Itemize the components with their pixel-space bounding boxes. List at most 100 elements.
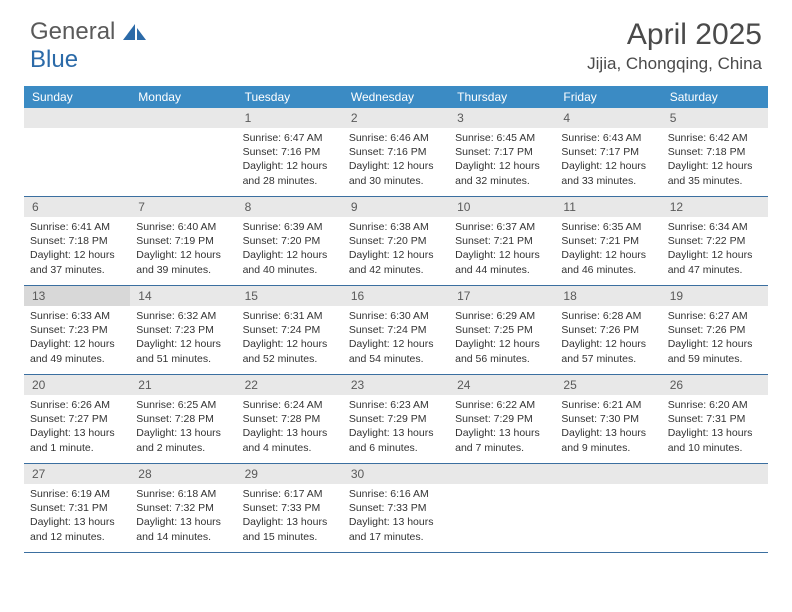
sunset-line: Sunset: 7:16 PM — [243, 146, 321, 158]
day-data: Sunrise: 6:16 AMSunset: 7:33 PMDaylight:… — [343, 484, 449, 548]
sunrise-line: Sunrise: 6:31 AM — [243, 310, 323, 322]
day-number — [24, 108, 130, 128]
sunset-line: Sunset: 7:25 PM — [455, 324, 533, 336]
day-number: 15 — [237, 286, 343, 306]
month-title: April 2025 — [587, 18, 762, 52]
day-cell — [555, 464, 661, 552]
day-cell: 22Sunrise: 6:24 AMSunset: 7:28 PMDayligh… — [237, 375, 343, 463]
day-data: Sunrise: 6:29 AM Sunset: 7:25 PM Daylight:… — [449, 306, 555, 370]
week-row: 1Sunrise: 6:47 AMSunset: 7:16 PMDaylight… — [24, 108, 768, 197]
sunrise-line: Sunrise: 6:38 AM — [349, 221, 429, 233]
day-cell: 24Sunrise: 6:22 AMSunset: 7:29 PMDayligh… — [449, 375, 555, 463]
day-cell: 27Sunrise: 6:19 AMSunset: 7:31 PMDayligh… — [24, 464, 130, 552]
weekday-header: Tuesday — [237, 86, 343, 108]
daylight-line: Daylight: 12 hours and 33 minutes. — [561, 160, 646, 186]
sunrise-line: Sunrise: 6:39 AM — [243, 221, 323, 233]
week-row: 27Sunrise: 6:19 AMSunset: 7:31 PMDayligh… — [24, 464, 768, 553]
daylight-line: Daylight: 12 hours and 52 minutes. — [243, 338, 328, 364]
weekday-header: Thursday — [449, 86, 555, 108]
day-number: 11 — [555, 197, 661, 217]
day-number: 12 — [662, 197, 768, 217]
sail-icon — [119, 18, 148, 46]
day-data: Sunrise: 6:20 AMSunset: 7:31 PMDaylight:… — [662, 395, 768, 459]
calendar: SundayMondayTuesdayWednesdayThursdayFrid… — [24, 86, 768, 553]
weekday-header: Friday — [555, 86, 661, 108]
day-cell: 5Sunrise: 6:42 AMSunset: 7:18 PMDaylight… — [662, 108, 768, 196]
daylight-line: Daylight: 12 hours and 57 minutes. — [561, 338, 646, 364]
day-number: 13 — [24, 286, 130, 306]
daylight-line: Daylight: 12 hours and 56 minutes. — [455, 338, 540, 364]
sunset-line: Sunset: 7:26 PM — [668, 324, 746, 336]
sunset-line: Sunset: 7:24 PM — [349, 324, 427, 336]
daylight-line: Daylight: 13 hours and 1 minute. — [30, 427, 115, 453]
daylight-line: Daylight: 12 hours and 46 minutes. — [561, 249, 646, 275]
day-cell: 14Sunrise: 6:32 AMSunset: 7:23 PMDayligh… — [130, 286, 236, 374]
day-number: 19 — [662, 286, 768, 306]
sunrise-line: Sunrise: 6:26 AM — [30, 399, 110, 411]
day-data: Sunrise: 6:18 AMSunset: 7:32 PMDaylight:… — [130, 484, 236, 548]
sunrise-line: Sunrise: 6:17 AM — [243, 488, 323, 500]
daylight-line: Daylight: 13 hours and 7 minutes. — [455, 427, 540, 453]
sunset-line: Sunset: 7:29 PM — [349, 413, 427, 425]
sunset-line: Sunset: 7:29 PM — [455, 413, 533, 425]
sunrise-line: Sunrise: 6:34 AM — [668, 221, 748, 233]
sunset-line: Sunset: 7:26 PM — [561, 324, 639, 336]
day-data: Sunrise: 6:41 AMSunset: 7:18 PMDaylight:… — [24, 217, 130, 281]
day-cell: 19Sunrise: 6:27 AMSunset: 7:26 PMDayligh… — [662, 286, 768, 374]
sunrise-line: Sunrise: 6:29 AM — [455, 310, 535, 322]
day-data: Sunrise: 6:21 AM Sunset: 7:30 PM Daylight:… — [555, 395, 661, 459]
day-number: 3 — [449, 108, 555, 128]
sunrise-line: Sunrise: 6:25 AM — [136, 399, 216, 411]
sunrise-line: Sunrise: 6:28 AM — [561, 310, 641, 322]
day-cell: 23Sunrise: 6:23 AMSunset: 7:29 PMDayligh… — [343, 375, 449, 463]
sunrise-line: Sunrise: 6:43 AM — [561, 132, 641, 144]
day-data: Sunrise: 6:22 AM Sunset: 7:29 PM Daylight:… — [449, 395, 555, 459]
day-data: Sunrise: 6:34 AMSunset: 7:22 PMDaylight:… — [662, 217, 768, 281]
day-cell: 18Sunrise: 6:28 AMSunset: 7:26 PMDayligh… — [555, 286, 661, 374]
sunrise-line: Sunrise: 6:16 AM — [349, 488, 429, 500]
daylight-line: Daylight: 12 hours and 59 minutes. — [668, 338, 753, 364]
day-cell: 26Sunrise: 6:20 AMSunset: 7:31 PMDayligh… — [662, 375, 768, 463]
daylight-line: Daylight: 13 hours and 2 minutes. — [136, 427, 221, 453]
day-cell: 15Sunrise: 6:31 AMSunset: 7:24 PMDayligh… — [237, 286, 343, 374]
sunset-line: Sunset: 7:31 PM — [30, 502, 108, 514]
day-number: 14 — [130, 286, 236, 306]
day-data: Sunrise: 6:32 AMSunset: 7:23 PMDaylight:… — [130, 306, 236, 370]
day-data: Sunrise: 6:19 AMSunset: 7:31 PMDaylight:… — [24, 484, 130, 548]
location: Jijia, Chongqing, China — [587, 54, 762, 74]
sunset-line: Sunset: 7:28 PM — [243, 413, 321, 425]
day-data: Sunrise: 6:27 AMSunset: 7:26 PMDaylight:… — [662, 306, 768, 370]
day-number: 9 — [343, 197, 449, 217]
sunrise-line: Sunrise: 6:37 AM — [455, 221, 535, 233]
day-cell: 9Sunrise: 6:38 AMSunset: 7:20 PMDaylight… — [343, 197, 449, 285]
day-cell: 3Sunrise: 6:45 AMSunset: 7:17 PMDaylight… — [449, 108, 555, 196]
day-data: Sunrise: 6:23 AMSunset: 7:29 PMDaylight:… — [343, 395, 449, 459]
week-row: 6Sunrise: 6:41 AMSunset: 7:18 PMDaylight… — [24, 197, 768, 286]
daylight-line: Daylight: 13 hours and 15 minutes. — [243, 516, 328, 542]
day-data: Sunrise: 6:37 AMSunset: 7:21 PMDaylight:… — [449, 217, 555, 281]
sunrise-line: Sunrise: 6:18 AM — [136, 488, 216, 500]
day-number: 30 — [343, 464, 449, 484]
sunrise-line: Sunrise: 6:23 AM — [349, 399, 429, 411]
daylight-line: Daylight: 12 hours and 30 minutes. — [349, 160, 434, 186]
day-cell: 10Sunrise: 6:37 AMSunset: 7:21 PMDayligh… — [449, 197, 555, 285]
daylight-line: Daylight: 13 hours and 9 minutes. — [561, 427, 646, 453]
sunrise-line: Sunrise: 6:21 AM — [561, 399, 641, 411]
sunrise-line: Sunrise: 6:22 AM — [455, 399, 535, 411]
day-number: 27 — [24, 464, 130, 484]
day-cell: 11Sunrise: 6:35 AMSunset: 7:21 PMDayligh… — [555, 197, 661, 285]
sunset-line: Sunset: 7:30 PM — [561, 413, 639, 425]
day-number: 25 — [555, 375, 661, 395]
day-cell: 12Sunrise: 6:34 AMSunset: 7:22 PMDayligh… — [662, 197, 768, 285]
logo-text-blue: Blue — [30, 46, 78, 73]
day-data: Sunrise: 6:24 AMSunset: 7:28 PMDaylight:… — [237, 395, 343, 459]
day-data: Sunrise: 6:33 AMSunset: 7:23 PMDaylight:… — [24, 306, 130, 370]
sunset-line: Sunset: 7:23 PM — [136, 324, 214, 336]
sunrise-line: Sunrise: 6:35 AM — [561, 221, 641, 233]
day-data: Sunrise: 6:46 AMSunset: 7:16 PMDaylight:… — [343, 128, 449, 192]
weekday-header: Wednesday — [343, 86, 449, 108]
sunset-line: Sunset: 7:17 PM — [455, 146, 533, 158]
daylight-line: Daylight: 12 hours and 44 minutes. — [455, 249, 540, 275]
day-cell: 29Sunrise: 6:17 AMSunset: 7:33 PMDayligh… — [237, 464, 343, 552]
day-cell: 4Sunrise: 6:43 AMSunset: 7:17 PMDaylight… — [555, 108, 661, 196]
